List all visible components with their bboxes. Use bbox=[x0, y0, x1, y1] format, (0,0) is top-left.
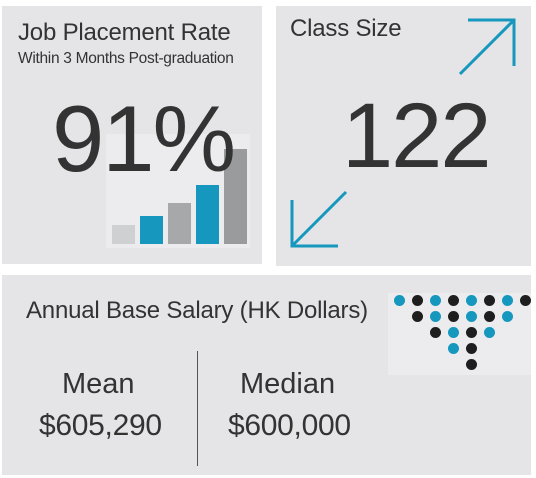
job-placement-card: Job Placement Rate Within 3 Months Post-… bbox=[2, 6, 262, 264]
funnel-dot bbox=[430, 295, 441, 306]
funnel-dot bbox=[520, 295, 531, 306]
funnel-dot bbox=[466, 311, 477, 322]
funnel-dot bbox=[448, 343, 459, 354]
chart-bar bbox=[224, 149, 247, 244]
funnel-dot bbox=[484, 295, 495, 306]
funnel-dot bbox=[466, 295, 477, 306]
job-placement-value: 91% bbox=[52, 86, 236, 191]
salary-title: Annual Base Salary (HK Dollars) bbox=[26, 297, 368, 324]
salary-card: Annual Base Salary (HK Dollars) Mean $60… bbox=[2, 275, 531, 475]
job-placement-subtitle: Within 3 Months Post-graduation bbox=[18, 50, 234, 67]
funnel-dot bbox=[502, 311, 513, 322]
bar-chart-icon bbox=[106, 134, 250, 248]
job-placement-title: Job Placement Rate bbox=[18, 19, 231, 46]
funnel-dot bbox=[484, 311, 495, 322]
class-size-card: Class Size 122 bbox=[276, 6, 531, 266]
funnel-dot bbox=[502, 295, 513, 306]
salary-divider bbox=[197, 351, 198, 466]
funnel-dot bbox=[394, 295, 405, 306]
mean-label: Mean bbox=[62, 368, 135, 400]
funnel-dot bbox=[412, 295, 423, 306]
funnel-dot bbox=[448, 295, 459, 306]
chart-bar bbox=[196, 185, 219, 244]
class-size-value: 122 bbox=[342, 85, 491, 187]
mean-value: $605,290 bbox=[39, 409, 162, 442]
arrow-up-right-icon bbox=[458, 18, 516, 76]
funnel-dot bbox=[430, 311, 441, 322]
funnel-dot bbox=[466, 343, 477, 354]
chart-bar bbox=[168, 203, 191, 244]
funnel-dot bbox=[448, 311, 459, 322]
funnel-dot bbox=[412, 311, 423, 322]
funnel-dot bbox=[484, 327, 495, 338]
dot-funnel-icon bbox=[388, 293, 531, 375]
funnel-dot bbox=[448, 327, 459, 338]
class-size-title: Class Size bbox=[290, 15, 402, 42]
median-value: $600,000 bbox=[228, 409, 351, 442]
funnel-dot bbox=[466, 359, 477, 370]
chart-bar bbox=[112, 225, 135, 244]
chart-bar bbox=[140, 216, 163, 244]
funnel-dot bbox=[430, 327, 441, 338]
arrow-down-left-icon bbox=[290, 190, 348, 248]
median-label: Median bbox=[240, 368, 336, 400]
funnel-dot bbox=[466, 327, 477, 338]
